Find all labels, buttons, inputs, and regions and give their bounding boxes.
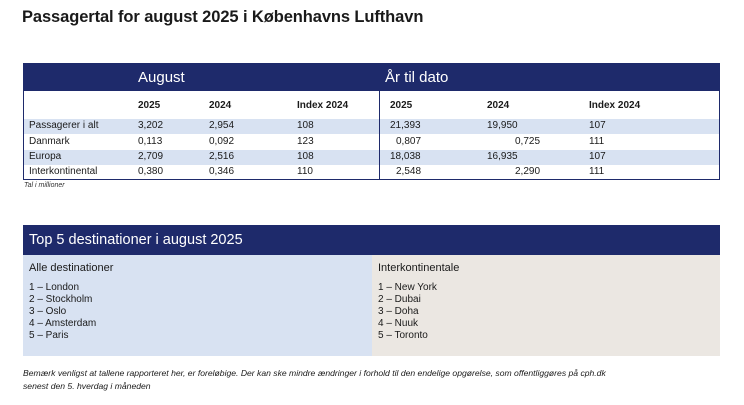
cell: 2,709 <box>138 151 164 162</box>
table-row: Passagerer i alt 3,202 2,954 108 21,393 … <box>24 119 719 134</box>
cell: 0,725 <box>515 136 541 147</box>
list-item: 1 – New York <box>378 282 437 293</box>
col-ytd-2025: 2025 <box>390 100 413 111</box>
column-group-divider <box>379 91 380 180</box>
list-item: 1 – London <box>29 282 80 293</box>
col-aug-2025: 2025 <box>138 100 161 111</box>
row-label: Passagerer i alt <box>29 120 99 131</box>
list-item: 3 – Oslo <box>29 306 67 317</box>
list-item: 3 – Doha <box>378 306 419 317</box>
table-row: Interkontinental 0,380 0,346 110 2,548 2… <box>24 165 719 180</box>
cell: 0,380 <box>138 166 164 177</box>
list-item: 2 – Stockholm <box>29 294 93 305</box>
row-label: Interkontinental <box>29 166 98 177</box>
passenger-stats-table: August År til dato 2025 2024 Index 2024 … <box>23 63 720 180</box>
col-aug-2024: 2024 <box>209 100 232 111</box>
top5-destinations-table: Top 5 destinationer i august 2025 Alle d… <box>23 225 720 356</box>
cell: 108 <box>297 120 314 131</box>
col-aug-index: Index 2024 <box>297 100 349 111</box>
cell: 0,113 <box>138 136 163 147</box>
list-item: 2 – Dubai <box>378 294 421 305</box>
top5-title: Top 5 destinationer i august 2025 <box>29 232 243 248</box>
cell: 16,935 <box>487 151 518 162</box>
group-header-ytd: År til dato <box>385 69 449 86</box>
cell: 108 <box>297 151 314 162</box>
footer-line-1: Bemærk venligst at tallene rapporteret h… <box>23 368 606 378</box>
list-item: 4 – Nuuk <box>378 318 419 329</box>
row-label: Europa <box>29 151 62 162</box>
cell: 2,548 <box>396 166 422 177</box>
col-ytd-index: Index 2024 <box>589 100 641 111</box>
cell: 111 <box>589 136 605 147</box>
footer-line-2: senest den 5. hverdag i måneden <box>23 380 151 391</box>
table-row: Europa 2,709 2,516 108 18,038 16,935 107 <box>24 150 719 165</box>
all-destinations-title: Alle destinationer <box>29 262 114 274</box>
group-header-august: August <box>138 69 185 86</box>
cell: 0,807 <box>396 136 422 147</box>
list-item: 5 – Paris <box>29 330 69 341</box>
cell: 2,290 <box>515 166 541 177</box>
table-group-header: August År til dato <box>24 64 719 91</box>
cell: 0,346 <box>209 166 235 177</box>
cell: 0,092 <box>209 136 235 147</box>
top5-header: Top 5 destinationer i august 2025 <box>23 225 720 255</box>
all-destinations-panel: Alle destinationer 1 – London 2 – Stockh… <box>23 255 372 356</box>
page-title: Passagertal for august 2025 i Københavns… <box>22 8 424 26</box>
cell: 111 <box>589 166 605 177</box>
cell: 2,954 <box>209 120 235 131</box>
row-label: Danmark <box>29 136 70 147</box>
cell: 2,516 <box>209 151 235 162</box>
table-row: Danmark 0,113 0,092 123 0,807 0,725 111 <box>24 135 719 150</box>
footer-note: Bemærk venligst at tallene rapporteret h… <box>23 367 723 392</box>
cell: 107 <box>589 120 606 131</box>
col-ytd-2024: 2024 <box>487 100 510 111</box>
cell: 107 <box>589 151 606 162</box>
list-item: 5 – Toronto <box>378 330 428 341</box>
cell: 110 <box>297 166 313 177</box>
intercontinental-title: Interkontinentale <box>378 262 460 274</box>
cell: 18,038 <box>390 151 421 162</box>
list-item: 4 – Amsterdam <box>29 318 97 329</box>
cell: 19,950 <box>487 120 518 131</box>
cell: 3,202 <box>138 120 164 131</box>
intercontinental-panel: Interkontinentale 1 – New York 2 – Dubai… <box>372 255 720 356</box>
unit-note: Tal i millioner <box>24 182 65 189</box>
cell: 123 <box>297 136 314 147</box>
cell: 21,393 <box>390 120 421 131</box>
